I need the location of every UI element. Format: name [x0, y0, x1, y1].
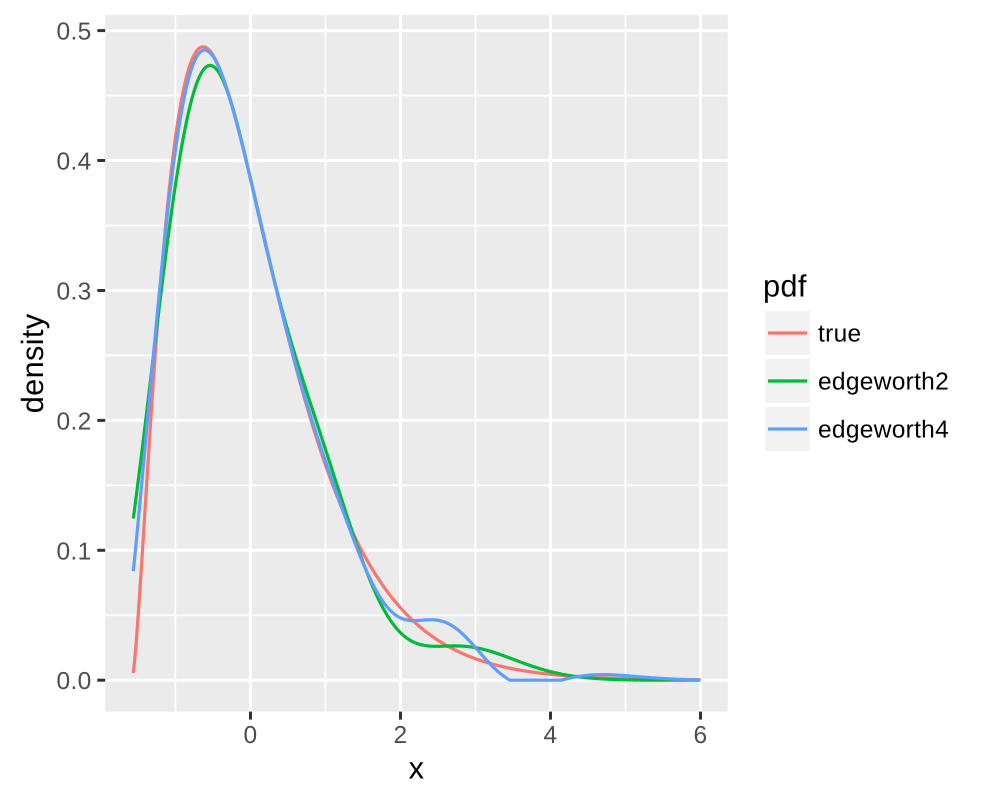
svg-text:edgeworth2: edgeworth2 — [818, 369, 949, 396]
svg-text:0.4: 0.4 — [57, 149, 92, 176]
svg-text:edgeworth4: edgeworth4 — [818, 417, 949, 444]
svg-text:2: 2 — [394, 722, 408, 749]
svg-text:0.3: 0.3 — [57, 279, 92, 306]
svg-text:0: 0 — [244, 722, 258, 749]
svg-text:x: x — [409, 751, 425, 786]
svg-text:0.5: 0.5 — [57, 19, 92, 46]
svg-text:6: 6 — [694, 722, 708, 749]
svg-text:0.2: 0.2 — [57, 408, 92, 435]
svg-text:0.1: 0.1 — [57, 538, 92, 565]
svg-text:0.0: 0.0 — [57, 668, 92, 695]
svg-text:density: density — [15, 313, 50, 413]
svg-text:pdf: pdf — [763, 269, 807, 304]
svg-text:4: 4 — [544, 722, 558, 749]
svg-text:true: true — [818, 321, 861, 348]
